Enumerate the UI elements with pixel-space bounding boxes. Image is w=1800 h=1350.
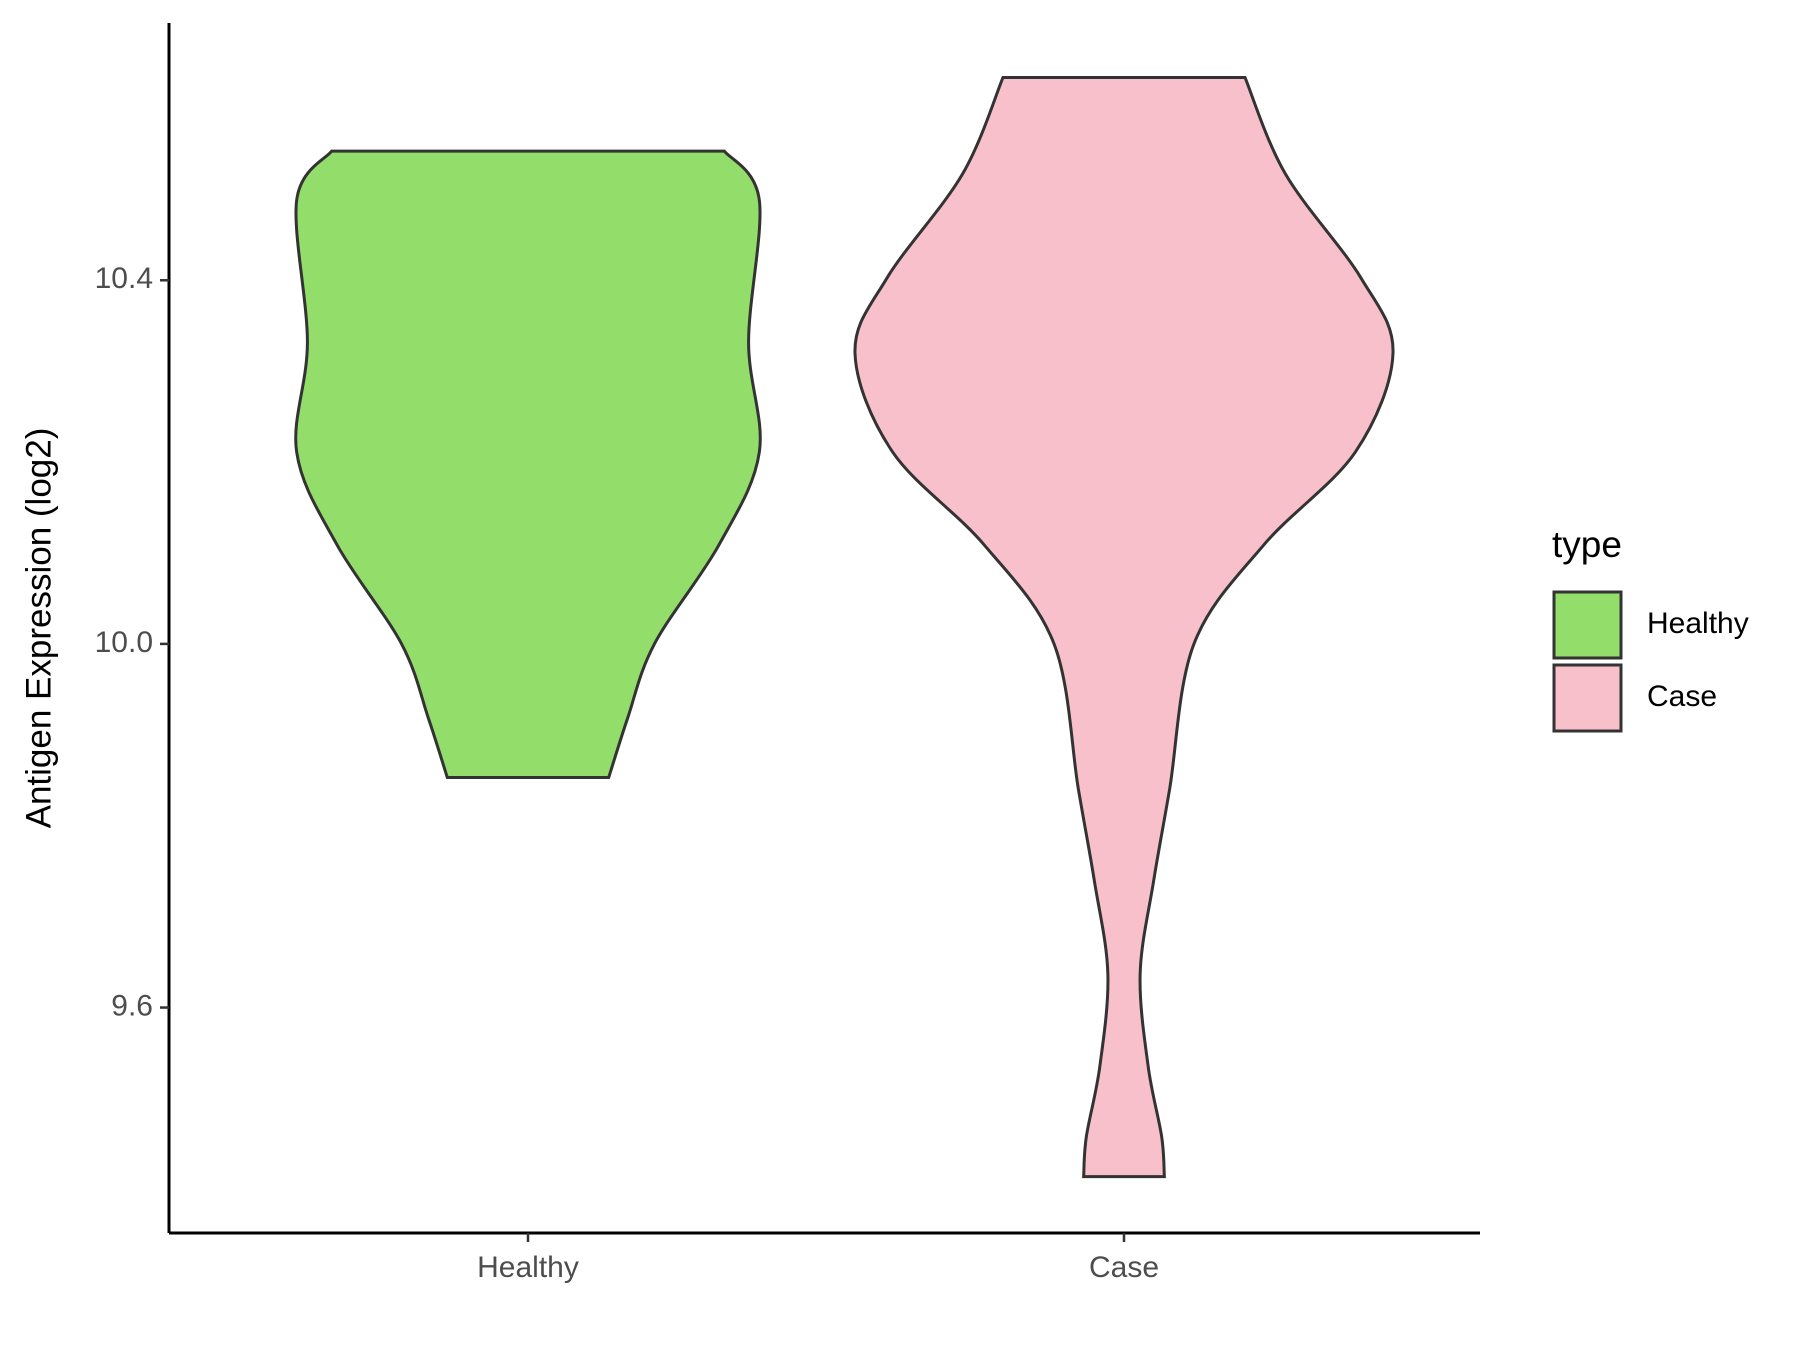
violin-outline [853,76,1124,1179]
violin-outline [528,149,762,780]
legend-label: Healthy [1647,607,1749,640]
x-tick-label: Healthy [477,1251,579,1284]
y-axis-title: Antigen Expression (log2) [19,428,58,829]
y-tick-label: 10.0 [95,626,153,659]
legend-title: type [1552,524,1622,565]
y-tick-label: 10.4 [95,262,153,295]
violin-half [295,151,528,778]
violin-outline [1124,76,1395,1179]
violin-half [528,151,761,778]
x-tick-label: Case [1089,1251,1159,1284]
violin-half [854,77,1124,1177]
violin-half [1124,77,1394,1177]
y-tick-label: 9.6 [111,989,153,1022]
legend-key [1552,590,1623,660]
violin-outline [294,149,528,780]
legend-label: Case [1647,680,1717,713]
legend-key [1552,663,1623,733]
